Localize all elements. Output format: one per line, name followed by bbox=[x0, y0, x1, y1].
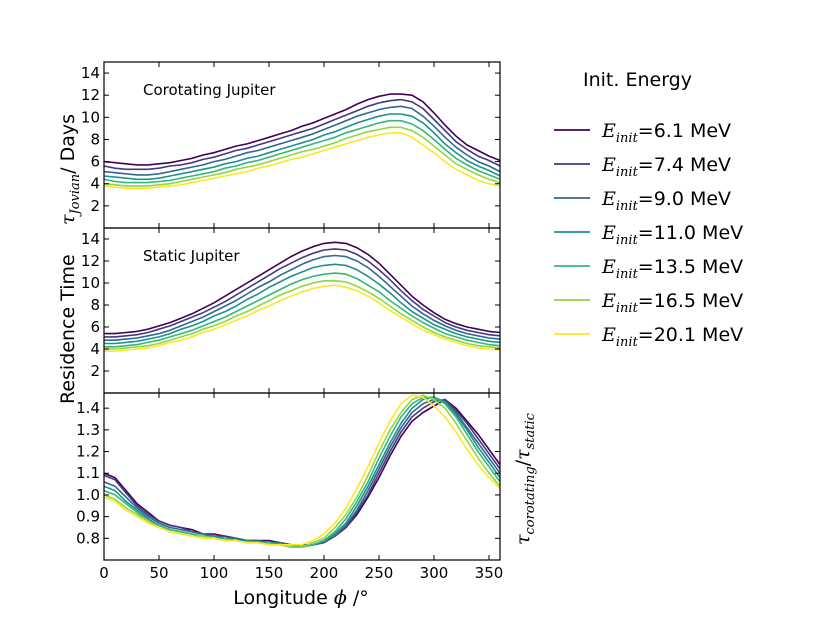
xtick-label-3: 150 bbox=[255, 564, 284, 582]
series-line-1-1 bbox=[104, 248, 501, 338]
series-line-0-5 bbox=[103, 126, 501, 187]
legend-subscript-6: init bbox=[616, 335, 639, 350]
legend-symbol-4: E bbox=[601, 256, 616, 278]
top-ylabel-subscript: Jovian bbox=[68, 174, 83, 218]
legend-subscript-4: init bbox=[616, 267, 639, 282]
panel-ratio-frame bbox=[103, 392, 501, 561]
legend-symbol-2: E bbox=[601, 188, 616, 210]
legend-symbol-5: E bbox=[601, 290, 616, 312]
ratio-ylabel-subscript2: static bbox=[523, 412, 538, 449]
ytick-label-2-6: 1.4 bbox=[76, 399, 100, 417]
shared-ylabel: Residence Time bbox=[57, 254, 79, 404]
series-line-1-4 bbox=[104, 272, 501, 348]
panel-static: 2 4 6 8 10 12 14 Static Jupiter bbox=[81, 227, 501, 394]
ytick-label-2-5: 1.3 bbox=[76, 421, 100, 439]
shared-ylabel-text: Residence Time bbox=[57, 254, 79, 404]
legend-entry-1: Einit=7.4 MeV bbox=[601, 154, 731, 180]
legend-label-4: =13.5 MeV bbox=[638, 256, 743, 278]
legend-symbol-6: E bbox=[601, 324, 616, 346]
ytick-label-0-4: 10 bbox=[81, 108, 100, 126]
ytick-label-1-4: 10 bbox=[81, 274, 100, 292]
ytick-label-1-2: 6 bbox=[90, 318, 100, 336]
legend-subscript-1: init bbox=[616, 165, 639, 180]
series-line-1-3 bbox=[104, 263, 501, 345]
panel-corotating: 2 4 6 8 10 12 14 Corotating Jupiter bbox=[81, 61, 501, 229]
xlabel-unit: /° bbox=[353, 587, 369, 609]
xtick-label-1: 50 bbox=[149, 564, 168, 582]
legend-entry-4: Einit=13.5 MeV bbox=[601, 256, 743, 282]
series-line-1-5 bbox=[104, 280, 501, 350]
series-line-0-1 bbox=[103, 98, 501, 171]
legend-symbol-3: E bbox=[601, 222, 616, 244]
ytick-label-1-6: 14 bbox=[81, 230, 100, 248]
legend-label-5: =16.5 MeV bbox=[638, 290, 743, 312]
ratio-ylabel: τcorotating/τstatic bbox=[512, 412, 538, 545]
series-line-0-2 bbox=[103, 105, 501, 176]
ratio-ylabel-subscript: corotating bbox=[523, 466, 538, 534]
legend-subscript-0: init bbox=[616, 131, 639, 146]
xtick-label-6: 300 bbox=[420, 564, 449, 582]
series-line-2-6 bbox=[103, 394, 501, 546]
top-ylabel-symbol: τ bbox=[57, 214, 79, 225]
legend-label-1: =7.4 MeV bbox=[638, 154, 731, 176]
legend-symbol-0: E bbox=[601, 120, 616, 142]
ytick-label-2-1: 0.9 bbox=[76, 508, 100, 526]
panel-static-annotation: Static Jupiter bbox=[143, 247, 240, 265]
legend-entry-6: Einit=20.1 MeV bbox=[601, 324, 743, 350]
series-line-1-6 bbox=[104, 284, 501, 352]
ytick-label-1-3: 8 bbox=[90, 296, 100, 314]
legend-label-3: =11.0 MeV bbox=[638, 222, 743, 244]
legend-entry-5: Einit=16.5 MeV bbox=[601, 290, 743, 316]
top-ylabel: τJovian/ Days bbox=[57, 114, 83, 225]
top-ylabel-unit: / Days bbox=[57, 114, 79, 174]
series-line-0-3 bbox=[103, 113, 501, 181]
legend-symbol-1: E bbox=[601, 154, 616, 176]
ytick-label-1-0: 2 bbox=[90, 362, 100, 380]
series-line-0-0 bbox=[103, 93, 501, 166]
ytick-label-2-3: 1.1 bbox=[76, 464, 100, 482]
ytick-label-0-0: 2 bbox=[90, 197, 100, 215]
panel-ratio: 0.8 0.9 1.0 1.1 1.2 1.3 1.4 0 50 100 150 200 250 300… bbox=[76, 392, 504, 582]
legend-label-2: =9.0 MeV bbox=[638, 188, 731, 210]
ytick-label-0-6: 14 bbox=[81, 64, 100, 82]
xtick-label-5: 250 bbox=[365, 564, 394, 582]
ratio-ylabel-sep: / bbox=[512, 459, 534, 466]
xtick-label-7: 350 bbox=[475, 564, 504, 582]
legend-label-6: =20.1 MeV bbox=[638, 324, 743, 346]
ytick-label-0-1: 4 bbox=[90, 175, 100, 193]
legend-subscript-2: init bbox=[616, 199, 639, 214]
legend-subscript-3: init bbox=[616, 233, 639, 248]
legend-entry-2: Einit=9.0 MeV bbox=[601, 188, 731, 214]
ytick-label-2-2: 1.0 bbox=[76, 486, 100, 504]
legend-entry-0: Einit=6.1 MeV bbox=[601, 120, 731, 146]
ytick-label-2-4: 1.2 bbox=[76, 443, 100, 461]
ytick-label-2-0: 0.8 bbox=[76, 529, 100, 547]
panel-corotating-annotation: Corotating Jupiter bbox=[143, 81, 276, 99]
xlabel: Longitude ϕ /° bbox=[233, 587, 368, 609]
legend-entry-3: Einit=11.0 MeV bbox=[601, 222, 743, 248]
ytick-label-1-1: 4 bbox=[90, 340, 100, 358]
series-line-0-6 bbox=[103, 132, 501, 189]
ratio-ylabel-symbol2: τ bbox=[512, 449, 534, 460]
legend-label-0: =6.1 MeV bbox=[638, 120, 731, 142]
xlabel-symbol: ϕ bbox=[334, 587, 347, 609]
legend-title: Init. Energy bbox=[583, 69, 692, 91]
ytick-label-0-3: 8 bbox=[90, 130, 100, 148]
xtick-label-0: 0 bbox=[99, 564, 109, 582]
xtick-label-4: 200 bbox=[310, 564, 339, 582]
ratio-ylabel-symbol: τ bbox=[512, 534, 534, 545]
ytick-label-1-5: 12 bbox=[81, 252, 100, 270]
legend-subscript-5: init bbox=[616, 301, 639, 316]
ytick-label-0-5: 12 bbox=[81, 86, 100, 104]
series-line-0-4 bbox=[103, 119, 501, 184]
xtick-label-2: 100 bbox=[200, 564, 229, 582]
series-line-1-0 bbox=[104, 241, 501, 335]
xlabel-text: Longitude bbox=[233, 587, 328, 609]
series-line-1-2 bbox=[104, 254, 501, 341]
ytick-label-0-2: 6 bbox=[90, 153, 100, 171]
